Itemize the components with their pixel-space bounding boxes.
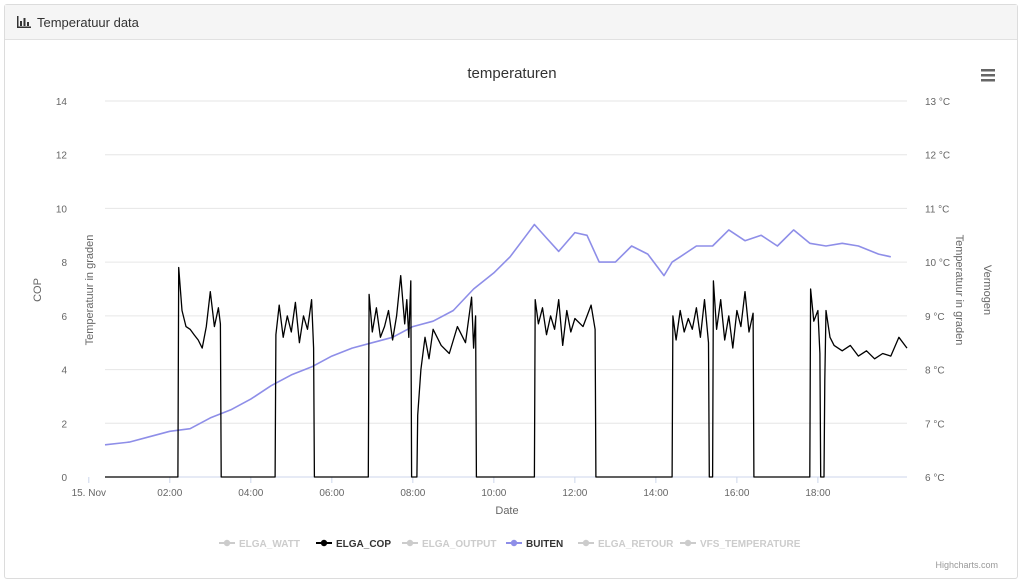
legend-marker-symbol <box>223 539 231 547</box>
series-line-elga-cop[interactable] <box>105 266 908 478</box>
bar-chart-icon <box>17 16 31 28</box>
legend-item-elga-watt[interactable]: ELGA_WATT <box>219 539 300 550</box>
legend-label: BUITEN <box>526 539 563 550</box>
right-axis-tick-label: 13 °C <box>925 97 950 108</box>
legend-label: ELGA_COP <box>336 539 391 550</box>
right-axis-tick-label: 9 °C <box>925 312 945 323</box>
right-axis-tick-label: 10 °C <box>925 258 950 269</box>
x-axis-tick-label: 06:00 <box>319 488 344 499</box>
chart-title: temperaturen <box>467 65 556 82</box>
legend-label: ELGA_WATT <box>239 539 300 550</box>
panel-header: Temperatuur data <box>5 5 1017 40</box>
legend-label: ELGA_RETOUR <box>598 539 674 550</box>
legend-item-vfs-temperature[interactable]: VFS_TEMPERATURE <box>680 539 801 550</box>
right-outer-axis-title: Vermogen <box>981 265 993 315</box>
panel-title: Temperatuur data <box>37 14 139 30</box>
right-axis-tick-label: 12 °C <box>925 151 950 162</box>
left-axis-tick-label: 0 <box>61 473 67 484</box>
x-axis-tick-label: 02:00 <box>157 488 182 499</box>
temperature-chart: 0 2 4 6 8 10 12 14 6 °C 7 °C 8 °C 9 °C 10 °C 11 °C 12 … <box>32 65 999 570</box>
chart-panel: Temperatuur data 0 2 4 6 8 10 12 14 6 °C 7 °C 8 °C… <box>4 4 1018 579</box>
hamburger-menu-icon[interactable] <box>977 65 999 85</box>
x-axis-tick-label: 08:00 <box>400 488 425 499</box>
left-axis-tick-label: 14 <box>56 97 68 108</box>
right-axis-tick-label: 6 °C <box>925 473 945 484</box>
right-axis-tick-label: 7 °C <box>925 419 945 430</box>
right-axis-tick-label: 8 °C <box>925 366 945 377</box>
left-axis-tick-label: 2 <box>61 419 67 430</box>
x-axis-title: Date <box>495 505 518 517</box>
credits-link[interactable]: Highcharts.com <box>935 560 998 570</box>
chart-area: 0 2 4 6 8 10 12 14 6 °C 7 °C 8 °C 9 °C 10 °C 11 °C 12 … <box>5 40 1017 578</box>
left-axis-tick-label: 8 <box>61 258 67 269</box>
right-axis-title: Temperatuur in graden <box>953 235 965 346</box>
x-axis-tick-label: 18:00 <box>805 488 830 499</box>
x-axis-tick-label: 14:00 <box>643 488 668 499</box>
legend: ELGA_WATT ELGA_COP ELGA_OUTPUT BUITEN ELGA_R… <box>219 539 801 550</box>
legend-label: ELGA_OUTPUT <box>422 539 496 550</box>
x-axis-tick-label: 15. Nov <box>72 488 106 499</box>
series-line-buiten[interactable] <box>104 223 891 446</box>
legend-item-buiten[interactable]: BUITEN <box>506 539 563 550</box>
legend-label: VFS_TEMPERATURE <box>700 539 801 550</box>
legend-marker-symbol <box>684 539 692 547</box>
left-axis-tick-label: 4 <box>61 366 67 377</box>
left-axis-tick-label: 10 <box>56 204 68 215</box>
x-axis-tick-label: 12:00 <box>562 488 587 499</box>
legend-item-elga-output[interactable]: ELGA_OUTPUT <box>402 539 496 550</box>
legend-marker-symbol <box>510 539 518 547</box>
left-inner-axis-title: Temperatuur in graden <box>84 235 96 346</box>
legend-item-elga-cop[interactable]: ELGA_COP <box>316 539 391 550</box>
x-axis-tick-label: 04:00 <box>238 488 263 499</box>
legend-item-elga-retour[interactable]: ELGA_RETOUR <box>578 539 674 550</box>
legend-marker-symbol <box>320 539 328 547</box>
right-axis-tick-label: 11 °C <box>925 204 949 215</box>
x-axis-tick-label: 16:00 <box>724 488 749 499</box>
legend-marker-symbol <box>582 539 590 547</box>
left-axis-tick-label: 6 <box>61 312 67 323</box>
left-axis-title: COP <box>32 278 44 302</box>
x-axis-tick-label: 10:00 <box>481 488 506 499</box>
legend-marker-symbol <box>406 539 414 547</box>
left-axis-tick-label: 12 <box>56 151 68 162</box>
